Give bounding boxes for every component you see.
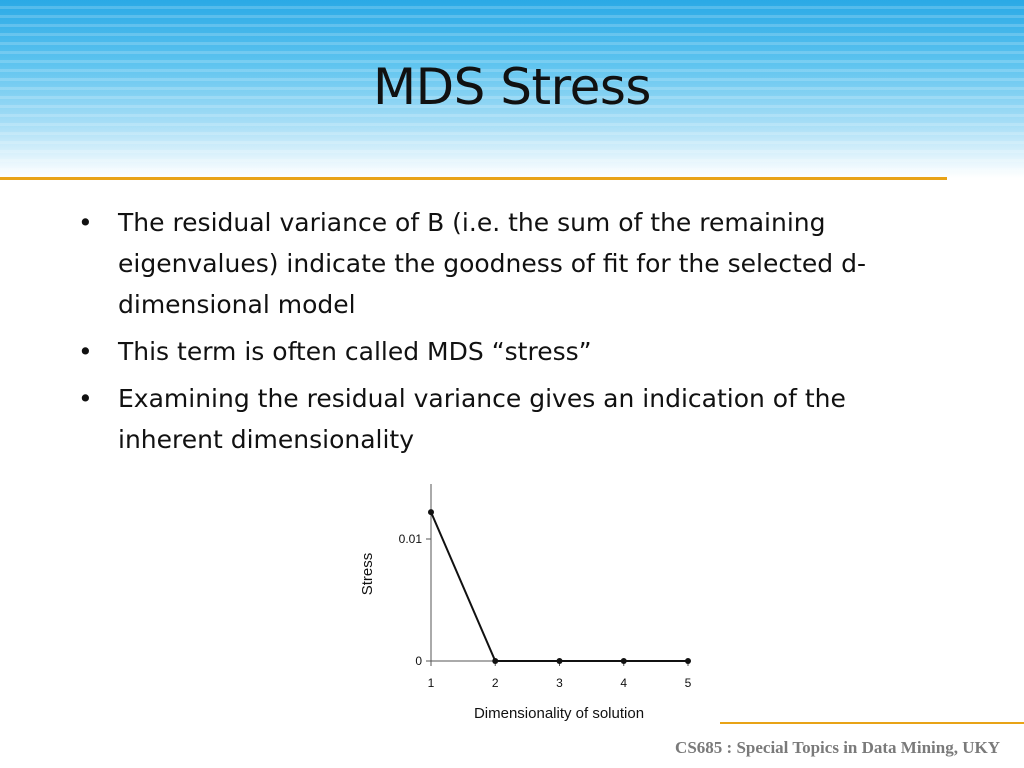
y-tick-label-1: 0.01	[399, 532, 423, 546]
x-tick-label-4: 5	[685, 676, 692, 690]
header-background	[0, 0, 1024, 178]
slide-title: MDS Stress	[373, 58, 651, 116]
chart-ticks: 0 0.01 1 2 3 4 5	[399, 532, 692, 690]
x-tick-label-2: 3	[556, 676, 563, 690]
bullet-item-inherent-dimensionality: Examining the residual variance gives an…	[78, 378, 928, 460]
bullet-item-residual-variance: The residual variance of B (i.e. the sum…	[78, 202, 928, 325]
chart-axes	[430, 484, 688, 662]
data-point-3	[556, 658, 563, 664]
chart-marks	[428, 509, 691, 664]
title-divider	[0, 177, 947, 180]
data-point-2	[492, 658, 499, 664]
x-tick-label-1: 2	[492, 676, 499, 690]
data-point-1	[428, 509, 434, 516]
footer-divider	[720, 722, 1024, 724]
stress-line-chart: 0 0.01 1 2 3 4 5 Stress Dimensionality of solu…	[359, 484, 692, 722]
footer-text: CS685 : Special Topics in Data Mining, U…	[675, 738, 1000, 757]
bullet-list: The residual variance of B (i.e. the sum…	[78, 202, 928, 466]
y-axis-label: Stress	[359, 553, 376, 596]
bullet-item-stress-term: This term is often called MDS “stress”	[78, 331, 928, 372]
data-point-4	[620, 658, 627, 664]
data-point-5	[685, 658, 691, 664]
x-axis-label: Dimensionality of solution	[474, 705, 644, 722]
y-tick-label-0: 0	[415, 654, 422, 668]
x-tick-label-0: 1	[428, 676, 435, 690]
series-line-0	[430, 511, 688, 662]
x-tick-label-3: 4	[620, 676, 627, 690]
